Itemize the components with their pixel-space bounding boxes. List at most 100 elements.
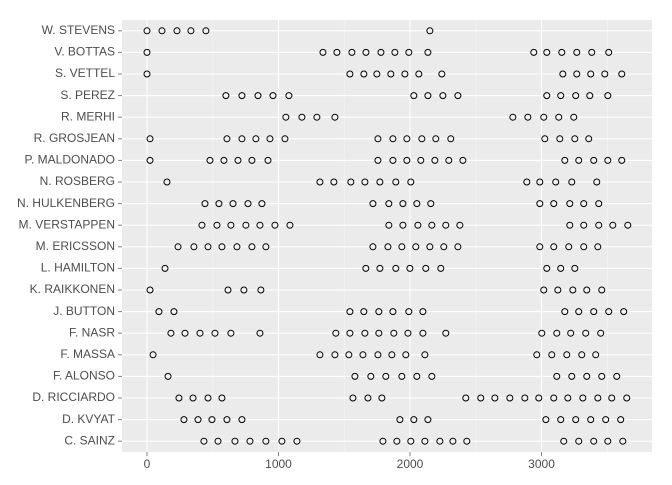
dot <box>220 156 228 164</box>
dot <box>573 70 581 78</box>
dot <box>550 200 558 208</box>
dot <box>437 264 445 272</box>
dot <box>175 394 183 402</box>
y-tick-label: W. STEVENS <box>42 23 115 37</box>
dot <box>378 394 386 402</box>
dot <box>578 351 586 359</box>
dot <box>623 394 631 402</box>
dot <box>428 221 436 229</box>
dot <box>590 437 598 445</box>
dot <box>580 221 588 229</box>
dot <box>620 308 628 316</box>
dot <box>143 70 151 78</box>
dot <box>449 437 457 445</box>
dot <box>293 437 301 445</box>
dot <box>557 416 565 424</box>
dot <box>218 394 226 402</box>
dot <box>566 200 574 208</box>
dot <box>198 221 206 229</box>
dot <box>348 48 356 56</box>
dot <box>597 329 605 337</box>
dot <box>244 200 252 208</box>
dot <box>426 27 434 35</box>
dot <box>418 135 426 143</box>
dot <box>269 92 277 100</box>
dot <box>286 221 294 229</box>
dot <box>319 48 327 56</box>
dot <box>248 156 256 164</box>
dot <box>346 308 354 316</box>
dot <box>385 221 393 229</box>
y-tick-label: M. VERSTAPPEN <box>19 217 115 231</box>
dot <box>570 113 578 121</box>
dot <box>181 329 189 337</box>
dot <box>231 437 239 445</box>
dot <box>204 394 212 402</box>
dot <box>161 264 169 272</box>
dot <box>447 135 455 143</box>
dot <box>143 48 151 56</box>
dot <box>442 329 450 337</box>
dot <box>238 92 246 100</box>
dot <box>557 264 565 272</box>
dot <box>604 437 612 445</box>
dot <box>388 351 396 359</box>
y-tick-label: D. KVYAT <box>62 412 116 426</box>
dot <box>427 200 435 208</box>
dot <box>454 243 462 251</box>
dot <box>285 92 293 100</box>
x-tick-label: 0 <box>144 457 151 471</box>
dot <box>347 178 355 186</box>
dot <box>582 329 590 337</box>
dot <box>530 48 538 56</box>
dot <box>345 351 353 359</box>
dot <box>613 372 621 380</box>
panel <box>122 20 652 452</box>
dot <box>149 351 157 359</box>
dot <box>373 70 381 78</box>
dot <box>402 351 410 359</box>
dot <box>419 308 427 316</box>
dot <box>399 200 407 208</box>
dot <box>579 394 587 402</box>
dot <box>588 48 596 56</box>
dot <box>462 394 470 402</box>
dot <box>563 351 571 359</box>
dot <box>227 221 235 229</box>
y-tick-label: N. HULKENBERG <box>17 196 115 210</box>
dot <box>238 135 246 143</box>
dot <box>624 221 632 229</box>
dot <box>604 92 612 100</box>
dot <box>567 329 575 337</box>
dot <box>240 286 248 294</box>
dot <box>204 243 212 251</box>
dot <box>553 372 561 380</box>
dot <box>399 221 407 229</box>
dot <box>233 243 241 251</box>
dot <box>561 308 569 316</box>
y-tick-label: R. MERHI <box>61 109 115 123</box>
dot <box>617 416 625 424</box>
dot <box>405 308 413 316</box>
y-tick-label: P. MALDONADO <box>25 153 115 167</box>
dot <box>565 243 573 251</box>
dot <box>401 70 409 78</box>
dot <box>414 221 422 229</box>
dot <box>390 329 398 337</box>
dot <box>439 92 447 100</box>
dot <box>580 200 588 208</box>
dot <box>375 329 383 337</box>
dot <box>432 135 440 143</box>
dot <box>566 221 574 229</box>
dot <box>436 437 444 445</box>
dot <box>208 416 216 424</box>
y-tick-label: S. PEREZ <box>60 88 115 102</box>
dot <box>375 308 383 316</box>
dot <box>256 221 264 229</box>
y-tick-label: C. SAINZ <box>64 433 115 447</box>
dot <box>392 178 400 186</box>
dot <box>426 243 434 251</box>
dot <box>262 243 270 251</box>
dot <box>201 200 209 208</box>
dot <box>535 394 543 402</box>
